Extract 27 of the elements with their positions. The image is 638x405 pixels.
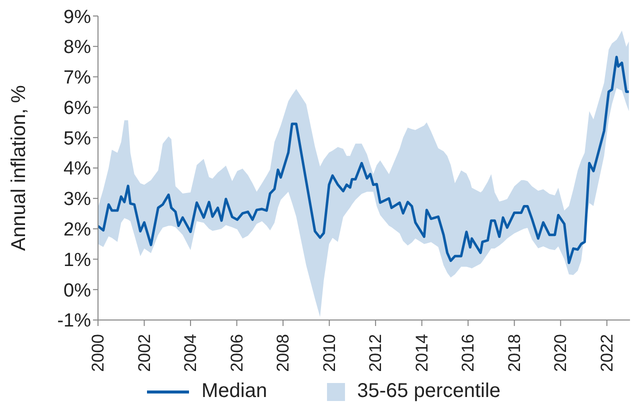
y-tick-label: 8% xyxy=(64,37,92,58)
x-tick-label: 2018 xyxy=(504,334,524,372)
y-tick-label: 3% xyxy=(64,189,92,210)
y-tick-label: 9% xyxy=(64,6,92,28)
x-tick-label: 2022 xyxy=(597,334,616,372)
y-tick-label: 0% xyxy=(64,280,92,302)
x-tick-label: 2016 xyxy=(458,334,478,372)
legend-label: Median xyxy=(201,380,268,403)
text: 35-65 percentile xyxy=(357,380,501,403)
y-tick-label: 7% xyxy=(64,68,92,89)
y-axis-title: Annual inflation, % xyxy=(8,84,30,251)
x-tick-label: 2004 xyxy=(181,334,200,372)
line-series xyxy=(98,56,630,264)
x-tick-label: 2010 xyxy=(320,334,339,372)
x-tick-label: 2020 xyxy=(551,334,570,372)
x-tick-label: 2012 xyxy=(366,334,386,372)
x-tick-label: 2014 xyxy=(412,334,432,372)
y-tick-label: 2% xyxy=(64,220,92,241)
x-tick-label: 2008 xyxy=(274,334,293,372)
y-tick-label: 4% xyxy=(64,158,92,180)
y-tick-label: 5% xyxy=(64,128,92,150)
x-tick-label: 2002 xyxy=(134,334,154,372)
x-tick-label: 2006 xyxy=(227,334,246,372)
x-tick-label: 2000 xyxy=(88,334,108,372)
y-tick-label: 6% xyxy=(64,98,92,119)
y-tick-label: 1% xyxy=(64,250,92,271)
y-tick-label: -1% xyxy=(57,310,92,332)
